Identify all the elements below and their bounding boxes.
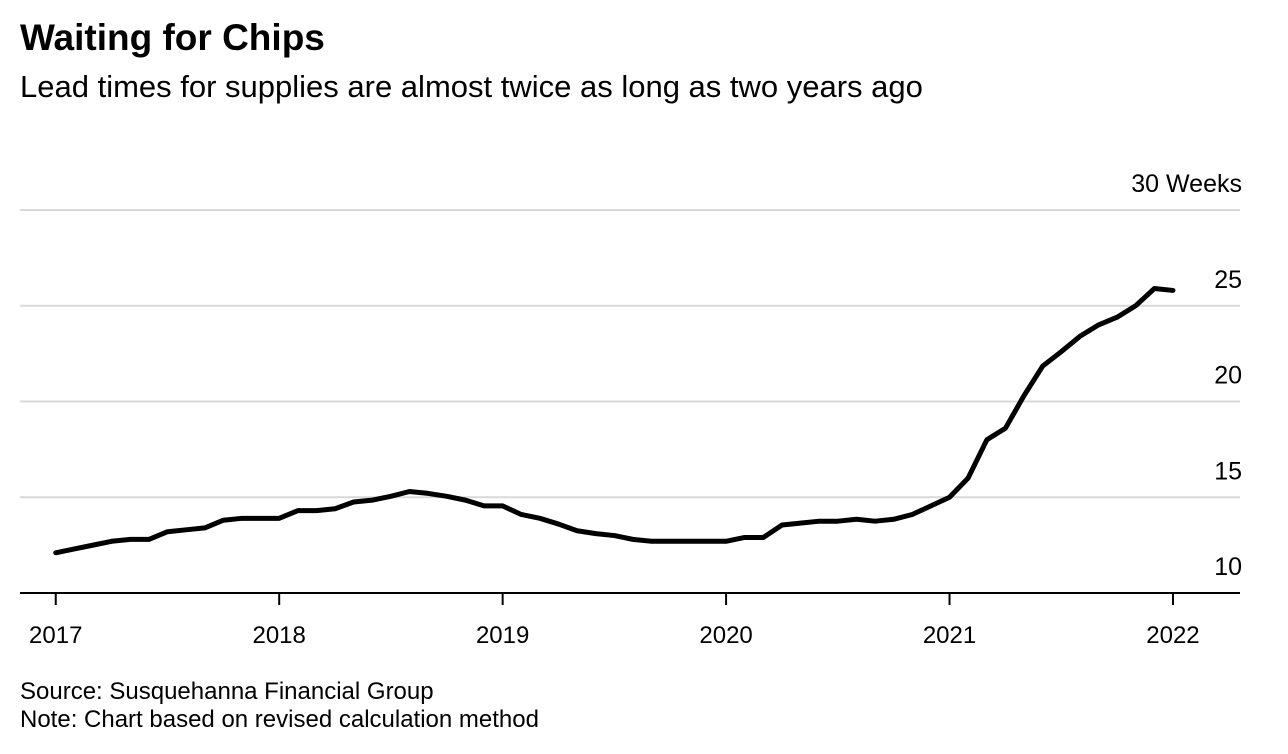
- y-tick-label: 25: [1214, 266, 1242, 294]
- x-tick-label: 2018: [252, 622, 305, 649]
- chart-subtitle: Lead times for supplies are almost twice…: [20, 69, 923, 104]
- note: Note: Chart based on revised calculation…: [20, 706, 539, 733]
- y-tick-label: 15: [1214, 457, 1242, 485]
- source: Source: Susquehanna Financial Group: [20, 678, 434, 705]
- y-tick-label: 30 Weeks: [1131, 170, 1242, 198]
- x-tick-label: 2017: [29, 622, 82, 649]
- y-tick-label: 20: [1214, 362, 1242, 390]
- x-tick-label: 2022: [1146, 622, 1199, 649]
- x-tick-label: 2021: [923, 622, 976, 649]
- y-tick-label: 10: [1214, 553, 1242, 581]
- x-tick-label: 2020: [699, 622, 752, 649]
- x-tick-label: 2019: [476, 622, 529, 649]
- chart-title: Waiting for Chips: [20, 17, 325, 58]
- line: [53, 286, 1176, 556]
